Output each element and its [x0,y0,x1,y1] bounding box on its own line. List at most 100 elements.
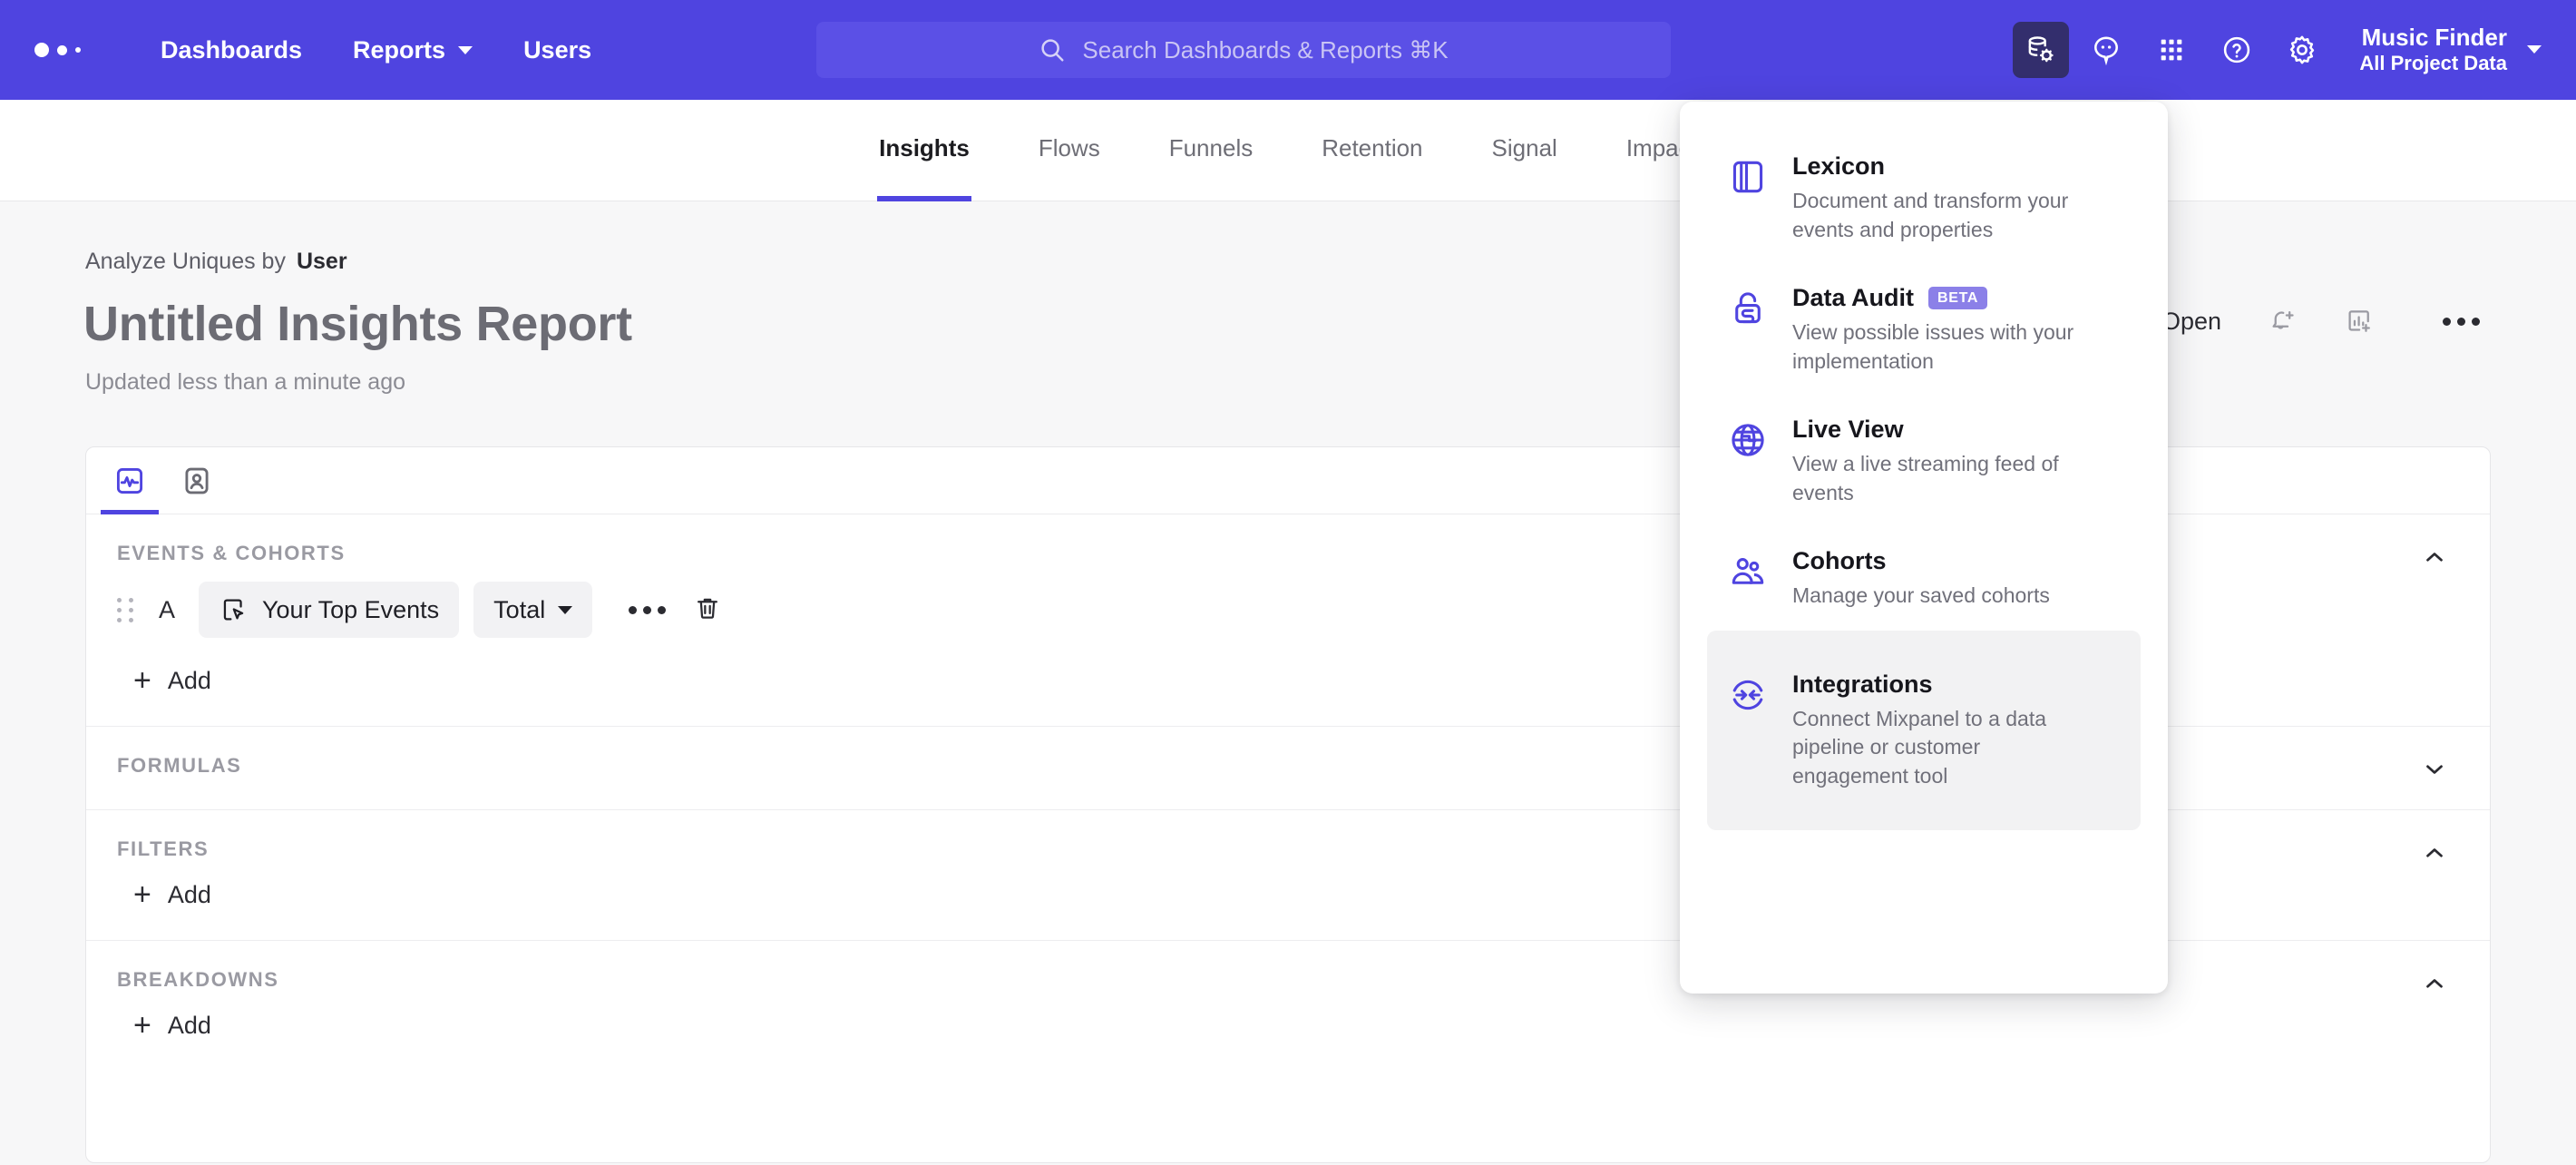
drag-handle-icon[interactable] [117,597,133,622]
chart-view-icon[interactable] [101,447,159,514]
nav-label-users: Users [523,35,592,64]
tab-label: Signal [1491,134,1557,162]
apps-grid-icon[interactable] [2143,22,2200,78]
settings-gear-icon[interactable] [2274,22,2330,78]
nav-item-reports[interactable]: Reports [327,36,498,64]
breadcrumb: Analyze Uniques by User [85,249,347,275]
logo-dot-small [75,47,81,53]
panel-item-desc: Document and transform your events and p… [1792,189,2069,241]
project-name: Music Finder [2361,23,2507,51]
section-label: FORMULAS [117,754,242,777]
tab-label: Funnels [1168,134,1254,162]
panel-item-lexicon[interactable]: Lexicon Document and transform your even… [1707,132,2141,264]
global-search-input[interactable]: Search Dashboards & Reports ⌘K [816,22,1671,78]
project-scope: All Project Data [2359,52,2507,75]
tab-retention[interactable]: Retention [1287,100,1457,201]
panel-title-text: Cohorts [1792,547,1887,574]
panel-item-data-audit[interactable]: Data Audit BETA View possible issues wit… [1707,264,2141,396]
panel-item-title: Lexicon [1792,152,2092,181]
tab-signal[interactable]: Signal [1458,100,1592,201]
collapse-chevron-up-icon[interactable] [2421,543,2448,575]
panel-item-title: Data Audit BETA [1792,284,2092,312]
trash-icon[interactable] [693,593,722,627]
user-view-icon[interactable] [173,447,220,514]
beta-badge: BETA [1928,287,1988,309]
nav-item-users[interactable]: Users [498,36,617,64]
create-alert-button[interactable] [2245,290,2321,352]
breadcrumb-prefix: Analyze Uniques by [85,249,286,274]
panel-item-title: Integrations [1792,671,2092,699]
series-label: A [159,595,176,623]
section-label: BREAKDOWNS [117,968,279,991]
mixpanel-dots-logo[interactable] [34,43,81,57]
help-circle-icon[interactable] [2209,22,2265,78]
nav-label-reports: Reports [353,35,446,64]
data-management-dropdown-panel: Lexicon Document and transform your even… [1680,102,2168,994]
plus-icon: + [133,1007,151,1043]
logo-dot-medium [57,44,67,55]
collapse-chevron-up-icon[interactable] [2421,839,2448,871]
event-row: A Your Top Events Total [86,565,2490,647]
top-nav-actions: Music Finder All Project Data [2013,0,2549,100]
tab-insights[interactable]: Insights [844,100,1004,201]
add-event-button[interactable]: + Add [86,647,211,726]
section-label: FILTERS [117,837,210,860]
click-event-icon [223,599,244,621]
breadcrumb-value-user[interactable]: User [296,249,347,274]
add-filter-button[interactable]: + Add [86,861,211,940]
builder-view-tabs [86,447,2490,514]
panel-title-text: Lexicon [1792,152,1886,180]
panel-title-text: Live View [1792,416,1904,443]
bell-plus-icon [2272,311,2294,329]
collapse-chevron-up-icon[interactable] [2421,970,2448,1002]
measure-selector-chip[interactable]: Total [473,582,593,638]
globe-icon [1727,416,1769,465]
panel-title-text: Integrations [1792,670,1933,698]
section-filters: FILTERS + Add [86,810,2490,941]
expand-chevron-down-icon[interactable] [2421,756,2448,788]
panel-item-title: Cohorts [1792,547,2050,575]
panel-item-desc: Manage your saved cohorts [1792,583,2050,607]
event-more-icon[interactable] [629,605,667,614]
open-label: Open [2161,307,2221,335]
panel-item-desc: View possible issues with your implement… [1792,320,2074,373]
event-selector-chip[interactable]: Your Top Events [199,582,460,638]
feedback-chat-icon[interactable] [2078,22,2134,78]
updated-timestamp: Updated less than a minute ago [85,369,406,395]
panel-item-desc: View a live streaming feed of events [1792,452,2059,504]
more-options-button[interactable] [2397,290,2525,352]
data-management-icon[interactable] [2013,22,2070,78]
report-page: Analyze Uniques by User Untitled Insight… [0,201,2576,1165]
panel-item-desc: Connect Mixpanel to a data pipeline or c… [1792,706,2047,788]
tab-flows[interactable]: Flows [1004,100,1135,201]
report-type-tabs: Insights Flows Funnels Retention Signal … [0,100,2576,201]
tab-label: Insights [879,134,970,162]
add-breakdown-button[interactable]: + Add [86,992,211,1071]
search-icon [1041,39,1064,62]
people-icon [1727,547,1769,597]
section-breakdowns: BREAKDOWNS + Add [86,941,2490,1071]
plus-icon: + [133,876,151,912]
panel-item-integrations[interactable]: Integrations Connect Mixpanel to a data … [1707,630,2141,830]
chevron-down-icon [558,605,573,614]
add-label: Add [167,1012,211,1039]
plus-icon: + [133,662,151,698]
add-to-dashboard-button[interactable] [2321,290,2397,352]
tab-funnels[interactable]: Funnels [1135,100,1288,201]
page-title[interactable]: Untitled Insights Report [83,297,632,351]
panel-title-text: Data Audit [1792,284,1914,311]
project-selector[interactable]: Music Finder All Project Data [2359,24,2542,77]
add-label: Add [167,667,211,694]
logo-dot-large [34,43,49,57]
nav-item-dashboards[interactable]: Dashboards [135,36,327,64]
add-label: Add [167,881,211,908]
integrations-arrows-icon [1727,671,1769,720]
section-formulas: FORMULAS [86,727,2490,810]
chevron-down-icon [458,45,473,54]
panel-item-live-view[interactable]: Live View View a live streaming feed of … [1707,396,2141,527]
panel-item-title: Live View [1792,416,2092,444]
panel-item-cohorts[interactable]: Cohorts Manage your saved cohorts [1707,527,2141,631]
top-navigation-bar: Dashboards Reports Users Search Dashboar… [0,0,2576,100]
tab-label: Retention [1322,134,1423,162]
nav-label-dashboards: Dashboards [161,35,303,64]
